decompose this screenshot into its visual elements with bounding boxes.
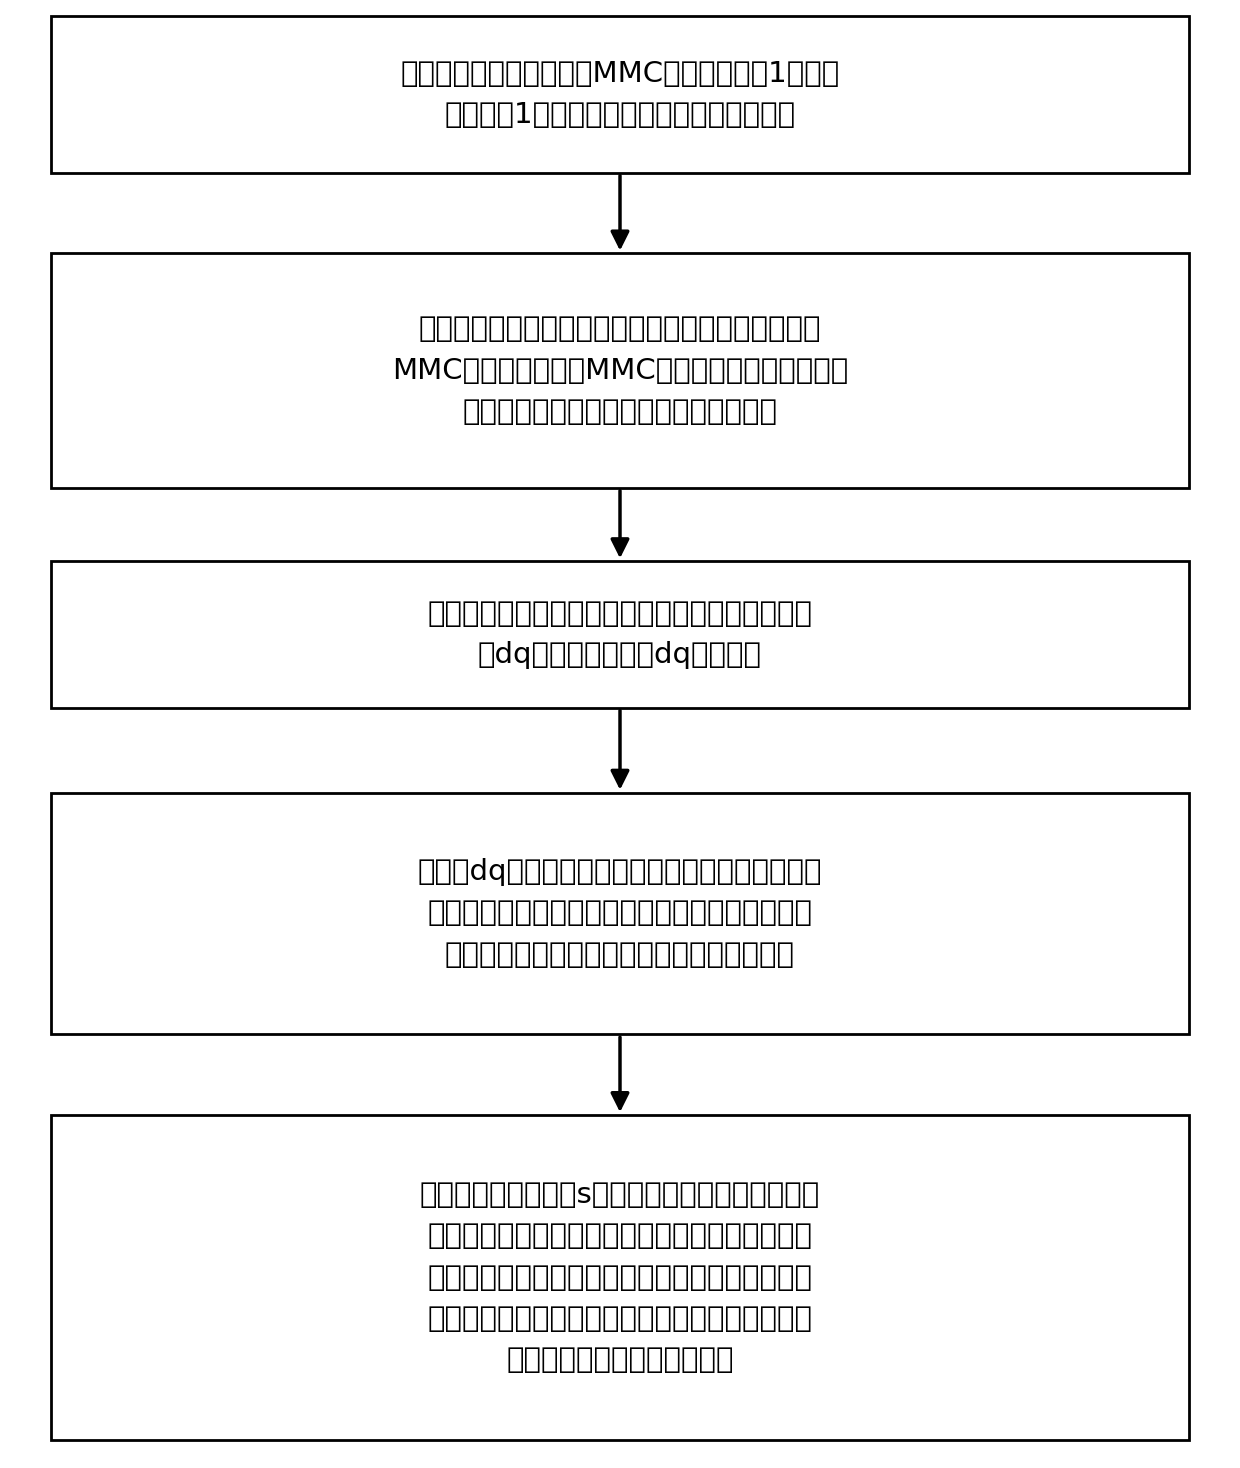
Text: 将子模块电容电压的各频次分量以及直流侧电压利
用dq变换矩阵变换至dq坐标系下: 将子模块电容电压的各频次分量以及直流侧电压利 用dq变换矩阵变换至dq坐标系下 (428, 600, 812, 669)
Text: 获取模块化多电平换流器MMC在调制比大于1与调制
比不大于1的两种运行状态下的平均开关函数: 获取模块化多电平换流器MMC在调制比大于1与调制 比不大于1的两种运行状态下的平… (401, 60, 839, 129)
FancyBboxPatch shape (51, 16, 1189, 173)
Text: 将小信号模型变换至s域，根据额定功率负载和定功
率控制换流站负载，获取直流侧电压与有功电流之
间的传递函数，根据传递函数，得到目标直流电压
闭环控制模型，进而由: 将小信号模型变换至s域，根据额定功率负载和定功 率控制换流站负载，获取直流侧电压… (420, 1182, 820, 1374)
FancyBboxPatch shape (51, 254, 1189, 487)
FancyBboxPatch shape (51, 1116, 1189, 1440)
Text: 将经过dq变换后的子模块电容电压的各频次分量以
及直流侧电压进行线性化处理，得到子模块电容电
压的各频次分量以及直流侧电压的小信号模型: 将经过dq变换后的子模块电容电压的各频次分量以 及直流侧电压进行线性化处理，得到… (418, 859, 822, 969)
Text: 考虑子模块的电容电压动态，基于平均开关函数以及
MMC的运行原理获取MMC的桥臂电压，进而由桥臂
电压获取包含内部电压动态的直流侧电压: 考虑子模块的电容电压动态，基于平均开关函数以及 MMC的运行原理获取MMC的桥臂… (392, 316, 848, 426)
FancyBboxPatch shape (51, 793, 1189, 1035)
FancyBboxPatch shape (51, 561, 1189, 708)
